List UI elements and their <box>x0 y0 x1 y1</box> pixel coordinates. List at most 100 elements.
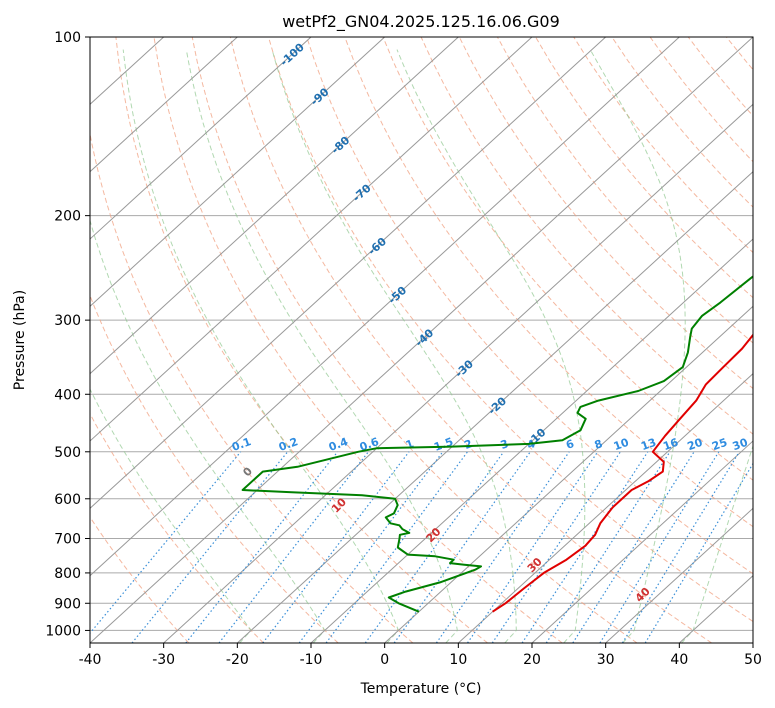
mixing-ratio-label: 0.4 <box>327 435 350 454</box>
dry-adiabat-line <box>458 37 753 390</box>
y-tick-label: 600 <box>54 492 81 508</box>
dry-adiabat-line <box>765 37 775 643</box>
mixing-ratio-label: 36 <box>751 436 770 454</box>
x-tick-label: 10 <box>449 652 467 668</box>
mixing-ratio-label: 0.1 <box>230 435 253 454</box>
x-tick-label: -10 <box>300 652 323 668</box>
moist-adiabat-line <box>90 388 252 643</box>
mixing-ratio-label: 25 <box>710 436 729 453</box>
x-tick-label: -20 <box>226 652 249 668</box>
x-tick-label: -30 <box>152 652 175 668</box>
dry-adiabat-label: 0 <box>240 464 255 479</box>
moist-adiabat-line <box>122 49 399 643</box>
mixing-ratio-label: 2 <box>463 437 475 452</box>
moist-adiabat-line <box>271 49 517 643</box>
mixing-ratio-label: 0.2 <box>277 435 300 454</box>
mixing-ratio-label: 1 <box>404 437 416 452</box>
isotherm-line <box>90 37 753 643</box>
dry-adiabat-line <box>268 37 753 623</box>
isotherm-line <box>90 37 680 577</box>
mixing-ratio-label: 6 <box>564 437 576 452</box>
moist-adiabat-line <box>185 49 458 643</box>
isotherm-line <box>90 37 238 173</box>
x-tick-label: 40 <box>670 652 688 668</box>
mixing-ratio-label: 10 <box>612 436 631 454</box>
y-axis-label: Pressure (hPa) <box>12 290 28 390</box>
dry-adiabat-line <box>90 412 264 643</box>
y-tick-label: 800 <box>54 566 81 582</box>
dry-adiabat-line <box>191 37 638 643</box>
moist-adiabat-line <box>681 444 753 643</box>
dry-adiabat-line <box>229 37 712 643</box>
mixing-ratio-line <box>218 451 369 643</box>
dry-adiabat-line <box>420 37 753 435</box>
dry-adiabat-line <box>649 37 753 163</box>
x-tick-label: 50 <box>744 652 762 668</box>
isotherm-line <box>90 37 459 375</box>
mixing-ratio-line <box>393 451 531 643</box>
isotherm-line <box>90 37 386 308</box>
mixing-ratio-line <box>467 451 599 643</box>
y-tick-label: 400 <box>54 387 81 403</box>
moist-adiabat-line <box>90 218 326 643</box>
x-axis-label: Temperature (°C) <box>360 681 482 697</box>
mixing-ratio-line <box>298 451 444 643</box>
isotherm-line <box>90 37 312 240</box>
y-tick-label: 700 <box>54 532 81 548</box>
mixing-ratio-line <box>364 451 505 643</box>
y-tick-label: 900 <box>54 596 81 612</box>
mixing-ratio-label: 13 <box>639 436 658 453</box>
isotherm-line <box>310 238 753 643</box>
mixing-ratio-line <box>599 451 720 643</box>
isotherm-line <box>384 305 753 643</box>
mixing-ratio-label: 8 <box>593 437 605 452</box>
x-tick-label: 20 <box>523 652 541 668</box>
temperature-profile-line <box>492 333 753 613</box>
mixing-ratio-label: 30 <box>731 436 750 454</box>
y-tick-label: 500 <box>54 445 81 461</box>
x-tick-label: 0 <box>380 652 389 668</box>
dry-adiabat-line <box>90 516 190 643</box>
mixing-ratio-line <box>435 451 570 643</box>
dry-adiabat-line <box>496 37 753 344</box>
mixing-ratio-label: 16 <box>661 436 680 454</box>
mixing-ratio-line <box>621 451 740 643</box>
isotherm-line <box>531 440 753 643</box>
dry-adiabat-line <box>382 37 753 481</box>
isotherm-line <box>236 170 753 643</box>
dry-adiabat-label: 30 <box>525 555 545 575</box>
plot-frame <box>89 36 754 644</box>
isotherm-line <box>752 642 753 643</box>
isotherm-line <box>605 507 753 643</box>
axis-ticks: -40 -30 -20 -10 0 10 20 30 40 5010020030040050060… <box>45 30 762 668</box>
y-tick-label: 100 <box>54 30 81 46</box>
dewpoint-profile-line <box>241 275 753 613</box>
mixing-ratio-line <box>491 451 621 643</box>
moist-adiabat-line <box>589 49 686 643</box>
y-tick-label: 1000 <box>45 623 81 639</box>
mixing-ratio-line <box>262 451 410 643</box>
background-lines <box>90 37 775 643</box>
mixing-ratio-line <box>90 451 242 635</box>
mixing-ratio-line <box>325 451 468 643</box>
dry-adiabat-line <box>726 37 753 71</box>
mixing-ratio-line <box>185 451 339 643</box>
x-tick-label: -40 <box>79 652 102 668</box>
x-tick-label: 30 <box>597 652 615 668</box>
dry-adiabat-line <box>535 37 753 299</box>
dry-adiabat-line <box>115 37 488 643</box>
y-tick-label: 300 <box>54 313 81 329</box>
dry-adiabat-line <box>90 131 414 643</box>
isotherm-line <box>457 372 753 643</box>
moist-adiabat-line <box>396 49 586 643</box>
mixing-ratio-line <box>572 451 695 643</box>
dry-adiabat-line <box>344 37 753 528</box>
mixing-ratio-label: 20 <box>686 436 705 454</box>
isotherm-line <box>163 103 753 643</box>
mixing-ratio-line <box>644 462 753 643</box>
chart-title: wetPf2_GN04.2025.125.16.06.G09 <box>282 12 560 32</box>
mixing-ratio-label: 1.5 <box>432 435 455 454</box>
y-tick-label: 200 <box>54 209 81 225</box>
dry-adiabat-line <box>687 37 753 117</box>
